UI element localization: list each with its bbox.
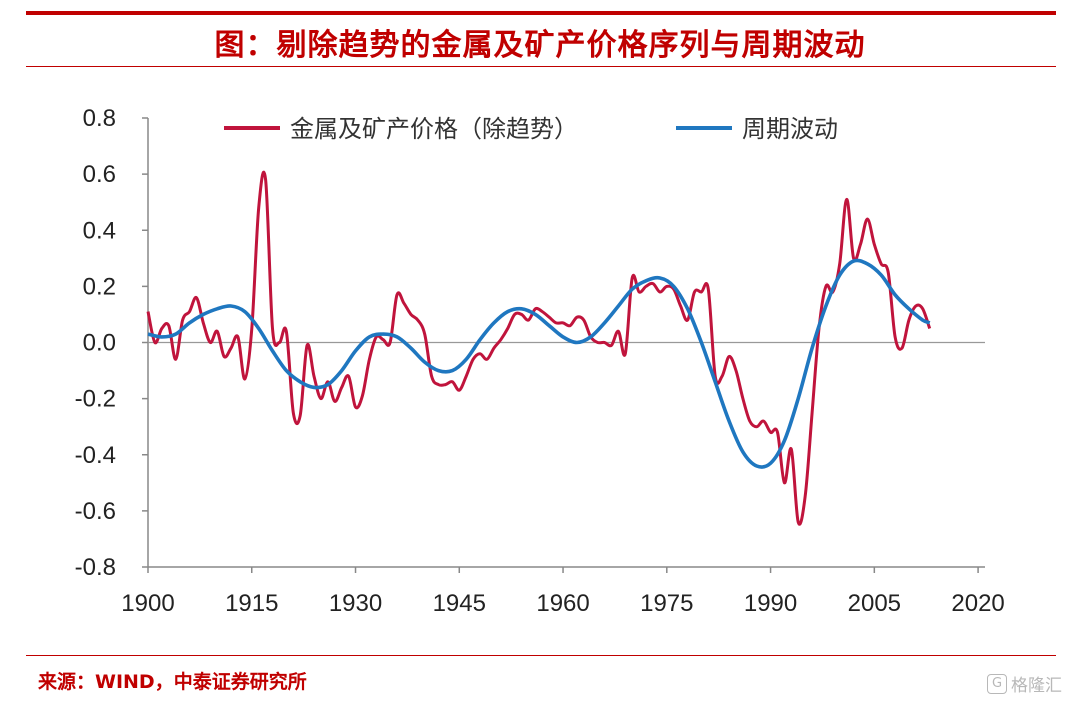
x-tick-label: 1930 bbox=[329, 590, 382, 617]
y-tick-label: 0.8 bbox=[83, 105, 116, 132]
metal-price-detrended-line bbox=[146, 170, 932, 526]
legend-label: 金属及矿产价格（除趋势） bbox=[290, 115, 578, 143]
y-tick-label: 0.0 bbox=[83, 330, 116, 357]
y-tick-label: 0.4 bbox=[83, 217, 116, 244]
y-tick-label: -0.6 bbox=[75, 498, 116, 525]
title-rule bbox=[26, 66, 1056, 67]
y-tick-label: -0.8 bbox=[75, 554, 116, 581]
y-tick-label: -0.2 bbox=[75, 386, 116, 413]
x-tick-label: 1960 bbox=[536, 590, 589, 617]
chart-series bbox=[146, 170, 932, 526]
source-note: 来源：WIND，中泰证券研究所 bbox=[38, 671, 307, 693]
page-title: 图：剔除趋势的金属及矿产价格序列与周期波动 bbox=[214, 28, 866, 63]
x-tick-label: 2020 bbox=[951, 590, 1004, 617]
chart-legend: 金属及矿产价格（除趋势） 周期波动 bbox=[224, 115, 838, 143]
y-tick-label: -0.4 bbox=[75, 442, 116, 469]
x-tick-label: 1900 bbox=[121, 590, 174, 617]
cycle-fluctuation-line bbox=[147, 258, 931, 469]
watermark-logo-icon: G bbox=[987, 673, 1007, 694]
x-tick-label: 1975 bbox=[640, 590, 693, 617]
legend-label: 周期波动 bbox=[742, 115, 838, 143]
x-tick-label: 2005 bbox=[848, 590, 901, 617]
y-tick-label: 0.2 bbox=[83, 273, 116, 300]
x-tick-label: 1990 bbox=[744, 590, 797, 617]
top-rule bbox=[26, 11, 1056, 15]
x-tick-label: 1915 bbox=[225, 590, 278, 617]
bottom-rule bbox=[26, 655, 1056, 656]
watermark-text: 格隆汇 bbox=[1011, 676, 1062, 696]
y-tick-label: 0.6 bbox=[83, 161, 116, 188]
watermark: G 格隆汇 bbox=[987, 671, 1062, 696]
x-tick-label: 1945 bbox=[433, 590, 486, 617]
